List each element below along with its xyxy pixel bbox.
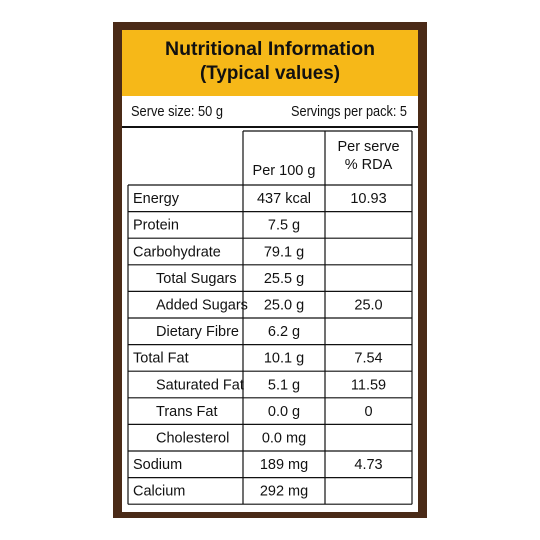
per-100g-value: 292 mg xyxy=(260,484,308,500)
per-100g-value: 10.1 g xyxy=(264,351,304,367)
nutrient-name: Protein xyxy=(133,218,179,234)
column-header: Per 100 g xyxy=(253,163,316,179)
nutrient-name: Dietary Fibre xyxy=(156,324,239,340)
per-100g-value: 79.1 g xyxy=(264,244,304,260)
rda-value: 11.59 xyxy=(351,377,386,393)
rda-value: 25.0 xyxy=(354,298,382,314)
title: Nutritional Information xyxy=(165,39,375,60)
table: Per 100 g Per serve % RDA Energy 437 kcal 10.… xyxy=(127,130,413,505)
per-100g-value: 437 kcal xyxy=(257,191,311,207)
nutrient-name: Saturated Fat xyxy=(156,377,244,393)
subtitle: (Typical values) xyxy=(200,63,340,84)
nutrient-name: Calcium xyxy=(133,484,185,500)
nutrient-name: Energy xyxy=(133,191,180,207)
servings-per-pack: Servings per pack: 5 xyxy=(291,104,407,120)
nutrient-name: Carbohydrate xyxy=(133,244,221,260)
rda-value: 4.73 xyxy=(354,457,382,473)
table-panel xyxy=(122,96,418,512)
rda-value: 10.93 xyxy=(350,191,386,207)
nutrient-name: Total Fat xyxy=(133,351,189,367)
per-100g-value: 25.5 g xyxy=(264,271,304,287)
nutrient-name: Trans Fat xyxy=(156,404,218,420)
per-100g-value: 0.0 g xyxy=(268,404,300,420)
column-header: % RDA xyxy=(345,157,393,173)
column-header: Per serve xyxy=(337,139,399,155)
per-100g-value: 0.0 mg xyxy=(262,431,306,447)
per-100g-value: 7.5 g xyxy=(268,218,300,234)
header-band xyxy=(122,30,418,96)
nutrient-name: Sodium xyxy=(133,457,182,473)
nutrient-name: Total Sugars xyxy=(156,271,237,287)
per-100g-value: 25.0 g xyxy=(264,298,304,314)
rda-value: 7.54 xyxy=(354,351,382,367)
nutrient-name: Added Sugars xyxy=(156,298,248,314)
per-100g-value: 189 mg xyxy=(260,457,308,473)
serve-size: Serve size: 50 g xyxy=(131,104,223,120)
per-100g-value: 5.1 g xyxy=(268,377,300,393)
per-100g-value: 6.2 g xyxy=(268,324,300,340)
nutrient-name: Cholesterol xyxy=(156,431,229,447)
rda-value: 0 xyxy=(364,404,372,420)
